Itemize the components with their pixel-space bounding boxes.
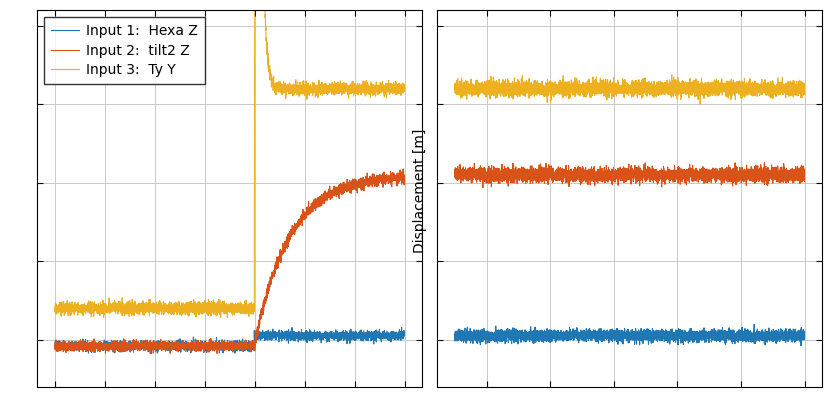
Input 2:  tilt2 Z: (33.9, 0.203): tilt2 Z: (33.9, 0.203)	[389, 178, 399, 183]
Input 2:  tilt2 Z: (35, 0.21): tilt2 Z: (35, 0.21)	[399, 173, 409, 177]
Input 3:  Ty Y: (35, 0.321): Ty Y: (35, 0.321)	[399, 85, 409, 90]
Input 2:  tilt2 Z: (16.2, -0.0177): tilt2 Z: (16.2, -0.0177)	[212, 351, 222, 356]
Input 2:  tilt2 Z: (25.4, 0.166): tilt2 Z: (25.4, 0.166)	[304, 207, 314, 212]
Legend: Input 1:  Hexa Z, Input 2:  tilt2 Z, Input 3:  Ty Y: Input 1: Hexa Z, Input 2: tilt2 Z, Input…	[44, 17, 205, 84]
Line: Input 2:  tilt2 Z: Input 2: tilt2 Z	[55, 169, 404, 354]
Input 1:  Hexa Z: (14.7, -0.00685): Hexa Z: (14.7, -0.00685)	[197, 343, 207, 348]
Input 3:  Ty Y: (33.9, 0.322): Ty Y: (33.9, 0.322)	[389, 85, 399, 90]
Input 1:  Hexa Z: (35, 0.00874): Hexa Z: (35, 0.00874)	[399, 330, 409, 335]
Input 2:  tilt2 Z: (32.2, 0.199): tilt2 Z: (32.2, 0.199)	[372, 181, 382, 186]
Input 3:  Ty Y: (32.2, 0.319): Ty Y: (32.2, 0.319)	[372, 87, 382, 92]
Input 1:  Hexa Z: (16.6, -0.00708): Hexa Z: (16.6, -0.00708)	[216, 343, 226, 348]
Input 3:  Ty Y: (17.3, 0.0282): Ty Y: (17.3, 0.0282)	[222, 315, 232, 320]
Input 1:  Hexa Z: (34.7, 0.0157): Hexa Z: (34.7, 0.0157)	[397, 325, 407, 330]
Text: Displacement [m]: Displacement [m]	[414, 129, 427, 254]
Input 2:  tilt2 Z: (16.6, -0.00699): tilt2 Z: (16.6, -0.00699)	[216, 343, 226, 348]
Input 3:  Ty Y: (0, 0.04): Ty Y: (0, 0.04)	[50, 306, 60, 311]
Input 3:  Ty Y: (15, 0.0407): Ty Y: (15, 0.0407)	[200, 305, 210, 310]
Input 1:  Hexa Z: (32.2, 0.00493): Hexa Z: (32.2, 0.00493)	[372, 333, 382, 338]
Input 3:  Ty Y: (14.7, 0.0402): Ty Y: (14.7, 0.0402)	[197, 306, 207, 311]
Input 1:  Hexa Z: (0, -0.00293): Hexa Z: (0, -0.00293)	[50, 339, 60, 344]
Input 2:  tilt2 Z: (14.7, -0.00677): tilt2 Z: (14.7, -0.00677)	[197, 342, 207, 347]
Input 2:  tilt2 Z: (0, -0.00675): tilt2 Z: (0, -0.00675)	[50, 342, 60, 347]
Input 1:  Hexa Z: (9.65, -0.0178): Hexa Z: (9.65, -0.0178)	[146, 351, 156, 356]
Input 3:  Ty Y: (25.4, 0.321): Ty Y: (25.4, 0.321)	[304, 85, 314, 90]
Input 1:  Hexa Z: (33.9, 0.00798): Hexa Z: (33.9, 0.00798)	[389, 331, 399, 336]
Input 1:  Hexa Z: (25.4, 0.00572): Hexa Z: (25.4, 0.00572)	[304, 333, 314, 337]
Line: Input 1:  Hexa Z: Input 1: Hexa Z	[55, 327, 404, 354]
Input 2:  tilt2 Z: (34.9, 0.218): tilt2 Z: (34.9, 0.218)	[399, 166, 409, 171]
Input 3:  Ty Y: (16.6, 0.0404): Ty Y: (16.6, 0.0404)	[216, 306, 226, 311]
Line: Input 3:  Ty Y: Input 3: Ty Y	[55, 0, 404, 317]
Input 2:  tilt2 Z: (15, -0.00947): tilt2 Z: (15, -0.00947)	[200, 345, 210, 350]
Input 1:  Hexa Z: (15, -0.00953): Hexa Z: (15, -0.00953)	[200, 345, 210, 350]
